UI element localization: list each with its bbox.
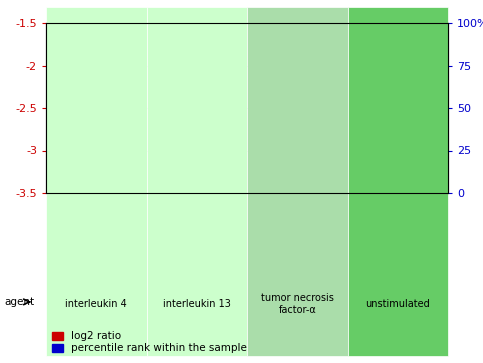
Bar <box>414 193 448 283</box>
Bar <box>46 193 80 283</box>
Bar <box>52 189 73 193</box>
Text: interleukin 13: interleukin 13 <box>163 299 231 309</box>
Bar <box>247 7 347 356</box>
Text: GSM1151943: GSM1151943 <box>159 196 168 246</box>
Bar <box>420 98 442 193</box>
Bar <box>354 64 375 193</box>
Text: unstimulated: unstimulated <box>365 299 430 309</box>
Bar <box>46 7 146 356</box>
Text: GSM1151946: GSM1151946 <box>293 196 302 246</box>
Bar <box>219 187 241 193</box>
Bar <box>186 189 208 193</box>
Bar <box>320 79 341 193</box>
Text: GSM1151942: GSM1151942 <box>92 196 101 246</box>
Bar <box>286 76 308 193</box>
Title: GDS5262 / A_23_P131208: GDS5262 / A_23_P131208 <box>160 9 334 22</box>
Text: GSM1151945: GSM1151945 <box>259 196 268 246</box>
Bar <box>253 180 275 193</box>
Bar <box>85 189 107 193</box>
Bar <box>387 77 409 193</box>
Bar <box>119 188 141 193</box>
Bar <box>247 193 281 283</box>
Bar <box>314 193 347 283</box>
Bar <box>347 7 448 356</box>
Bar <box>80 193 113 283</box>
Bar <box>146 7 247 356</box>
Bar <box>146 193 180 283</box>
Bar <box>52 155 73 193</box>
Bar <box>152 189 174 193</box>
Bar <box>387 189 409 193</box>
Bar <box>347 193 381 283</box>
Bar <box>186 152 208 193</box>
Bar <box>180 193 213 283</box>
Text: GSM1151940: GSM1151940 <box>393 196 402 246</box>
Bar <box>219 186 241 193</box>
Bar <box>420 189 442 193</box>
Text: GSM1151949: GSM1151949 <box>226 196 235 246</box>
Text: GSM1151950: GSM1151950 <box>326 196 335 246</box>
Bar <box>281 193 314 283</box>
Text: GSM1151944: GSM1151944 <box>192 196 201 246</box>
Legend: log2 ratio, percentile rank within the sample: log2 ratio, percentile rank within the s… <box>51 330 248 354</box>
Bar <box>113 193 146 283</box>
Text: interleukin 4: interleukin 4 <box>65 299 127 309</box>
Text: GSM1151941: GSM1151941 <box>58 196 67 246</box>
Bar <box>354 189 375 193</box>
Text: GSM1151948: GSM1151948 <box>125 196 134 246</box>
Text: GSM1151939: GSM1151939 <box>360 196 369 246</box>
Bar <box>85 59 107 193</box>
Bar <box>320 189 341 193</box>
Bar <box>381 193 414 283</box>
Bar <box>152 55 174 193</box>
Bar <box>213 193 247 283</box>
Text: tumor necrosis
factor-α: tumor necrosis factor-α <box>261 293 334 315</box>
Bar <box>119 72 141 193</box>
Bar <box>253 188 275 193</box>
Text: agent: agent <box>5 297 35 307</box>
Bar <box>286 189 308 193</box>
Text: GSM1151947: GSM1151947 <box>427 196 436 246</box>
